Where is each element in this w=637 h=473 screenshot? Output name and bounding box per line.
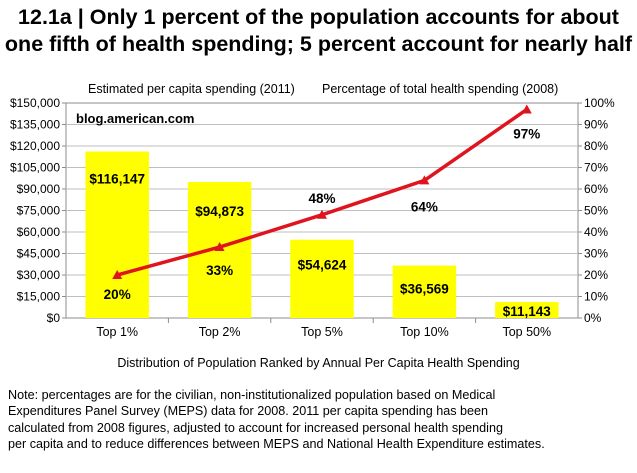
y2-tick-label: 90% <box>584 118 608 132</box>
footnote: Note: percentages are for the civilian, … <box>8 387 633 452</box>
bar-value-label: $36,569 <box>400 282 449 297</box>
x-tick-label: Top 1% <box>96 325 138 339</box>
line-value-label: 64% <box>411 199 438 214</box>
y2-tick-label: 70% <box>584 161 608 175</box>
line-value-label: 33% <box>206 263 233 278</box>
y2-tick-label: 80% <box>584 139 608 153</box>
line-value-label: 20% <box>104 287 131 302</box>
x-axis-title: Distribution of Population Ranked by Ann… <box>117 356 520 370</box>
line-marker <box>419 175 430 185</box>
bar-value-label: $116,147 <box>89 172 145 187</box>
line-value-label: 97% <box>513 126 540 141</box>
y-tick-label: $60,000 <box>17 225 61 239</box>
y2-tick-label: 30% <box>584 247 608 261</box>
title-line-2: one fifth of health spending; 5 percent … <box>4 32 633 56</box>
left-axis-title: Estimated per capita spending (2011) <box>88 82 295 96</box>
line-marker <box>214 242 225 252</box>
note-line-3: calculated from 2008 figures, adjusted t… <box>8 420 503 435</box>
bar <box>85 151 149 318</box>
y-tick-label: $90,000 <box>17 182 61 196</box>
x-tick-label: Top 5% <box>301 325 343 339</box>
bar-value-label: $94,873 <box>195 204 244 219</box>
bar <box>392 265 457 318</box>
x-tick-label: Top 2% <box>199 325 241 339</box>
y-tick-label: $105,000 <box>10 161 60 175</box>
line-marker <box>112 270 123 279</box>
y2-tick-label: 40% <box>584 225 608 239</box>
line-marker <box>521 104 532 114</box>
right-axis-title: Percentage of total health spending (200… <box>322 82 559 96</box>
line-value-label: 48% <box>308 191 335 206</box>
x-tick-label: Top 50% <box>502 325 551 339</box>
y2-tick-label: 60% <box>584 182 608 196</box>
watermark-text: blog.american.com <box>76 111 194 126</box>
bar-value-label: $54,624 <box>298 258 347 273</box>
bar <box>495 302 559 318</box>
line-marker <box>317 209 327 219</box>
note-line-1: Note: percentages are for the civilian, … <box>8 388 496 402</box>
bar-value-label: $11,143 <box>503 304 552 319</box>
y-tick-label: $150,000 <box>10 96 60 110</box>
y-tick-label: $120,000 <box>10 139 60 153</box>
y-tick-label: $0 <box>47 311 61 325</box>
y2-tick-label: 100% <box>584 96 615 110</box>
y2-tick-label: 0% <box>584 311 602 325</box>
title-line-1: 12.1a | Only 1 percent of the population… <box>18 5 619 29</box>
bar <box>290 239 354 318</box>
y-tick-label: $45,000 <box>17 247 61 261</box>
y-tick-label: $30,000 <box>17 268 61 282</box>
y2-tick-label: 50% <box>584 204 608 218</box>
y-tick-label: $15,000 <box>17 290 61 304</box>
note-line-4: per capita and to reduce differences bet… <box>8 436 545 451</box>
chart-title: 12.1a | Only 1 percent of the population… <box>0 4 637 58</box>
note-line-2: Expenditures Panel Survey (MEPS) data fo… <box>8 404 489 419</box>
y-tick-label: $135,000 <box>10 118 60 132</box>
x-tick-label: Top 10% <box>400 325 449 339</box>
y-tick-label: $75,000 <box>17 204 61 218</box>
y2-tick-label: 20% <box>584 268 608 282</box>
y2-tick-label: 10% <box>584 290 608 304</box>
